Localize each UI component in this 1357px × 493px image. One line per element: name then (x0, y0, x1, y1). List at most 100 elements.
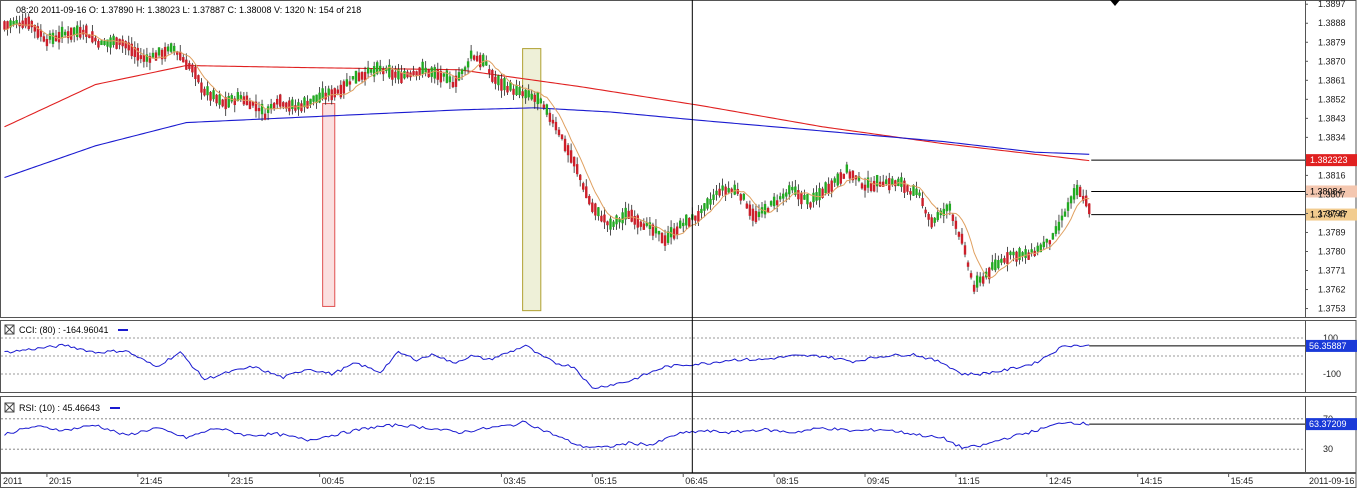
candle-up (442, 73, 446, 77)
cci-value-badge (1306, 339, 1357, 352)
candle-up (1075, 184, 1079, 196)
candle-down (415, 71, 418, 76)
price-tick-label: 1.3771 (1318, 266, 1346, 276)
highlight-box-2[interactable] (522, 48, 542, 312)
candle-up (794, 186, 797, 195)
candle-down (606, 221, 609, 226)
candle-down (591, 202, 594, 212)
candle-down (233, 98, 236, 106)
rsi-line (4, 420, 1090, 450)
candle-up (424, 67, 427, 73)
candle-down (600, 215, 603, 222)
candle-down (506, 85, 509, 93)
candle-down (475, 55, 479, 62)
time-tick-label: 15:45 (1231, 476, 1254, 486)
candle-down (406, 71, 409, 78)
candle-down (324, 92, 327, 100)
candle-down (454, 75, 458, 87)
candle-down (512, 88, 515, 95)
candle-down (809, 202, 812, 208)
candle-down (894, 180, 897, 187)
candle-down (551, 119, 555, 124)
candle-up (266, 106, 270, 114)
candle-down (533, 94, 536, 102)
candle-down (627, 210, 630, 219)
candle-up (994, 259, 997, 271)
highlight-box-1[interactable] (322, 103, 336, 307)
candle-up (469, 50, 473, 59)
candle-down (176, 51, 179, 55)
candle-up (621, 212, 624, 224)
candle-down (24, 17, 27, 27)
candle-up (1060, 215, 1064, 221)
price-badge-label: 1.379747 (1310, 210, 1348, 220)
candle-down (348, 81, 352, 85)
candle-up (1057, 221, 1061, 231)
candle-up (666, 231, 670, 243)
candle-down (488, 69, 491, 74)
candle-down (630, 209, 633, 222)
candle-down (566, 145, 570, 156)
candle-down (127, 42, 130, 51)
candle-up (763, 203, 767, 215)
candle-down (963, 245, 967, 255)
rsi-close-icon[interactable] (4, 402, 15, 413)
candle-down (6, 21, 9, 30)
candle-up (448, 76, 452, 83)
candle-up (227, 96, 230, 108)
candle-down (672, 228, 676, 239)
time-tick-label: 00:45 (322, 476, 345, 486)
candle-down (339, 84, 343, 98)
candle-up (836, 173, 839, 186)
candle-up (318, 92, 321, 103)
time-tick-label: 12:45 (1049, 476, 1072, 486)
candle-up (1030, 249, 1033, 253)
candle-up (212, 90, 215, 100)
candle-down (221, 99, 224, 107)
candle-down (736, 188, 739, 194)
time-tick-label: 2011-09-16 (1309, 476, 1354, 486)
candle-down (642, 223, 646, 230)
price-tick-label: 1.3816 (1318, 170, 1346, 180)
candle-up (372, 66, 376, 77)
candle-up (109, 37, 112, 48)
price-tick-label: 1.3861 (1318, 75, 1346, 85)
candle-down (966, 262, 970, 267)
candle-up (942, 208, 945, 216)
cci-tick-label: -100 (1323, 369, 1341, 379)
candle-up (403, 70, 406, 79)
candle-up (536, 92, 539, 105)
candle-up (624, 207, 627, 220)
candle-up (1069, 196, 1073, 204)
candle-up (778, 196, 782, 200)
candle-down (357, 72, 361, 82)
candle-down (827, 183, 830, 193)
candle-down (115, 37, 118, 49)
candle-up (948, 203, 952, 211)
candle-down (124, 41, 127, 49)
candle-up (524, 89, 527, 99)
candle-down (927, 213, 930, 220)
candle-up (857, 176, 861, 181)
candle-down (754, 211, 758, 223)
cci-close-icon[interactable] (4, 324, 15, 335)
candle-down (888, 178, 891, 191)
candle-down (139, 55, 143, 60)
candle-up (891, 178, 894, 185)
candle-up (609, 218, 612, 230)
candle-up (72, 27, 76, 35)
candle-down (563, 138, 567, 152)
scroll-marker-icon[interactable] (1110, 0, 1120, 6)
candle-up (1045, 238, 1049, 243)
candle-up (515, 84, 518, 96)
candle-up (933, 217, 936, 223)
candle-down (951, 214, 955, 222)
candle-up (303, 97, 306, 108)
candle-up (1072, 188, 1076, 200)
price-tick-label: 1.3843 (1318, 113, 1346, 123)
candle-down (188, 63, 191, 69)
candle-up (918, 192, 921, 196)
candle-down (848, 171, 852, 179)
